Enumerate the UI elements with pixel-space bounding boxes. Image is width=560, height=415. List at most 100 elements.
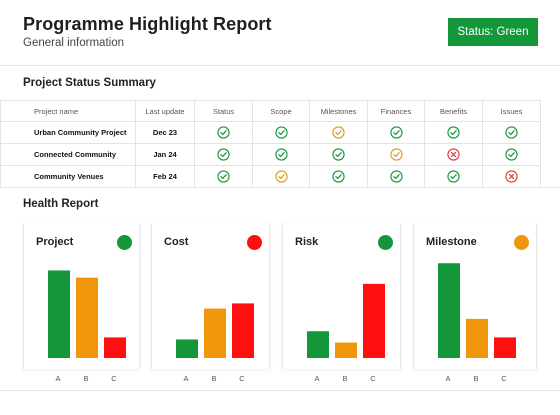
check-circle-icon	[505, 148, 518, 161]
status-dot	[514, 235, 529, 250]
last-update-cell: Feb 24	[135, 165, 195, 188]
table-row: Connected Community Jan 24	[0, 143, 541, 166]
divider	[0, 187, 560, 188]
check-circle-icon	[389, 126, 403, 139]
check-circle-icon	[274, 148, 288, 161]
table-row: Urban Community Project Dec 23	[0, 121, 541, 144]
check-circle-icon	[332, 126, 345, 139]
x-tick-label: A	[314, 374, 320, 383]
page-title: Programme Highlight Report	[23, 14, 272, 34]
column-header: Project name	[0, 100, 136, 122]
last-update-cell: Dec 23	[135, 121, 195, 144]
health-card-cost: Cost	[151, 223, 270, 369]
column-header: Status	[194, 100, 253, 122]
status-cell	[252, 121, 310, 144]
status-cell	[482, 143, 541, 166]
check-circle-icon	[389, 170, 403, 183]
x-tick-label: B	[342, 374, 348, 383]
health-card-risk: Risk	[282, 223, 401, 369]
last-update-cell: Jan 24	[135, 143, 195, 166]
check-circle-icon	[274, 126, 288, 139]
health-section-title: Health Report	[23, 198, 99, 210]
status-cell	[367, 165, 425, 188]
status-cell	[424, 165, 483, 188]
check-circle-icon	[217, 126, 230, 139]
bar-b	[76, 277, 98, 358]
column-header: Finances	[367, 100, 425, 122]
project-name-cell: Urban Community Project	[0, 121, 136, 144]
table-header-row: Project name Last update Status Scope Mi…	[0, 100, 541, 122]
cross-circle-icon	[505, 170, 518, 183]
bar-chart	[176, 303, 254, 358]
card-title: Milestone	[426, 236, 477, 248]
column-header: Issues	[482, 100, 541, 122]
status-cell	[194, 121, 253, 144]
bar-a	[307, 331, 329, 358]
status-cell	[252, 143, 310, 166]
column-header: Last update	[135, 100, 195, 122]
column-header: Scope	[252, 100, 310, 122]
x-tick-label: B	[83, 374, 89, 383]
x-tick-label: C	[370, 374, 376, 383]
bar-c	[104, 337, 126, 358]
x-tick-label: B	[211, 374, 217, 383]
status-cell	[424, 143, 483, 166]
bar-a	[438, 263, 460, 358]
card-title: Project	[36, 236, 74, 248]
status-cell	[252, 165, 310, 188]
status-dot	[247, 235, 262, 250]
bar-c	[494, 337, 516, 358]
check-circle-icon	[389, 148, 403, 161]
status-cell	[482, 165, 541, 188]
status-cell	[309, 143, 368, 166]
check-circle-icon	[447, 126, 460, 139]
status-cell	[194, 165, 253, 188]
column-header: Milestones	[309, 100, 368, 122]
health-card-project: Project	[23, 223, 140, 369]
x-tick-label: C	[239, 374, 245, 383]
page-subtitle: General information	[23, 37, 124, 49]
column-header: Benefits	[424, 100, 483, 122]
status-cell	[367, 143, 425, 166]
bar-a	[48, 270, 70, 358]
bar-b	[204, 308, 226, 358]
status-button[interactable]: Status: Green	[448, 18, 538, 46]
summary-section-title: Project Status Summary	[23, 77, 156, 89]
check-circle-icon	[447, 170, 460, 183]
check-circle-icon	[274, 170, 288, 183]
status-cell	[482, 121, 541, 144]
status-cell	[424, 121, 483, 144]
check-circle-icon	[217, 170, 230, 183]
project-name-cell: Community Venues	[0, 165, 136, 188]
check-circle-icon	[217, 148, 230, 161]
bar-c	[232, 303, 254, 358]
divider	[0, 390, 560, 391]
status-dot	[117, 235, 132, 250]
bar-chart	[307, 283, 385, 358]
check-circle-icon	[332, 170, 345, 183]
bar-a	[176, 339, 198, 358]
check-circle-icon	[332, 148, 345, 161]
project-status-table: Project name Last update Status Scope Mi…	[0, 100, 541, 188]
x-tick-label: C	[501, 374, 507, 383]
project-name-cell: Connected Community	[0, 143, 136, 166]
table-row: Community Venues Feb 24	[0, 165, 541, 188]
cross-circle-icon	[447, 148, 460, 161]
bar-c	[363, 283, 385, 358]
status-cell	[367, 121, 425, 144]
bar-chart	[48, 270, 126, 358]
bar-b	[466, 318, 488, 358]
x-tick-label: A	[445, 374, 451, 383]
x-tick-label: A	[183, 374, 189, 383]
health-card-milestone: Milestone	[413, 223, 537, 369]
check-circle-icon	[505, 126, 518, 139]
status-cell	[309, 165, 368, 188]
card-title: Cost	[164, 236, 189, 248]
card-title: Risk	[295, 236, 319, 248]
status-cell	[194, 143, 253, 166]
x-tick-label: C	[111, 374, 117, 383]
bar-b	[335, 342, 357, 358]
x-tick-label: A	[55, 374, 61, 383]
x-tick-label: B	[473, 374, 479, 383]
status-cell	[309, 121, 368, 144]
